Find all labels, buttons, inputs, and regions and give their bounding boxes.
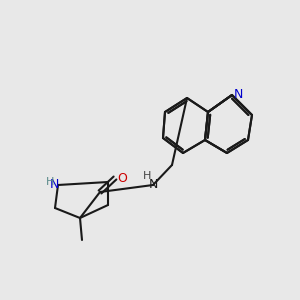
Text: H: H xyxy=(46,177,54,187)
Text: H: H xyxy=(142,171,151,181)
Text: N: N xyxy=(234,88,243,101)
Text: N: N xyxy=(50,178,59,191)
Text: O: O xyxy=(117,172,127,184)
Text: N: N xyxy=(148,178,158,191)
